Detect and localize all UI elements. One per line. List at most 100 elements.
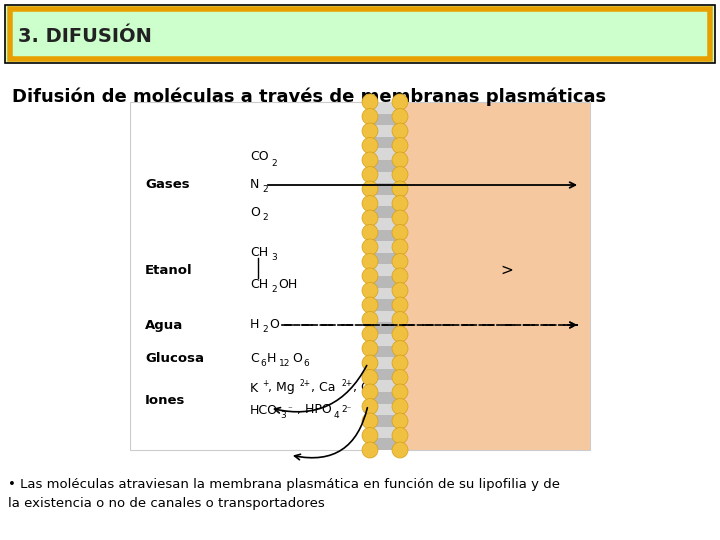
- Bar: [370, 206, 400, 218]
- Text: OH: OH: [278, 279, 297, 292]
- Bar: [370, 276, 400, 288]
- FancyBboxPatch shape: [130, 102, 370, 450]
- Circle shape: [362, 413, 378, 429]
- Bar: [370, 265, 400, 276]
- Circle shape: [362, 312, 378, 327]
- Circle shape: [362, 282, 378, 299]
- Circle shape: [362, 384, 378, 400]
- Bar: [370, 172, 400, 183]
- Bar: [370, 288, 400, 299]
- Circle shape: [362, 297, 378, 313]
- Circle shape: [362, 268, 378, 284]
- Circle shape: [362, 399, 378, 415]
- Circle shape: [392, 268, 408, 284]
- Circle shape: [362, 166, 378, 183]
- Text: Difusión de moléculas a través de membranas plasmáticas: Difusión de moléculas a través de membra…: [12, 88, 606, 106]
- Bar: [370, 380, 400, 392]
- Circle shape: [392, 166, 408, 183]
- Circle shape: [392, 152, 408, 168]
- Circle shape: [362, 239, 378, 255]
- Text: 2: 2: [271, 286, 276, 294]
- Circle shape: [392, 94, 408, 110]
- Bar: [370, 218, 400, 230]
- Text: 2: 2: [262, 213, 268, 222]
- Bar: [370, 230, 400, 241]
- Text: 12: 12: [279, 359, 290, 368]
- Circle shape: [362, 181, 378, 197]
- Circle shape: [392, 428, 408, 443]
- Text: H: H: [250, 319, 259, 332]
- Circle shape: [392, 195, 408, 212]
- Circle shape: [392, 123, 408, 139]
- Circle shape: [392, 253, 408, 269]
- Text: O: O: [269, 319, 279, 332]
- Bar: [370, 102, 400, 113]
- Circle shape: [392, 282, 408, 299]
- Text: 6: 6: [260, 359, 266, 368]
- Circle shape: [392, 109, 408, 125]
- Circle shape: [362, 369, 378, 386]
- Circle shape: [362, 428, 378, 443]
- Bar: [370, 241, 400, 253]
- FancyBboxPatch shape: [10, 9, 710, 59]
- Bar: [370, 334, 400, 346]
- FancyBboxPatch shape: [400, 102, 590, 450]
- Circle shape: [392, 138, 408, 153]
- Text: 2+: 2+: [300, 379, 311, 388]
- Circle shape: [392, 326, 408, 342]
- Circle shape: [362, 123, 378, 139]
- Text: , Mg: , Mg: [268, 381, 294, 395]
- Text: Glucosa: Glucosa: [145, 352, 204, 365]
- Text: 3. DIFUSIÓN: 3. DIFUSIÓN: [18, 26, 152, 45]
- Bar: [370, 311, 400, 322]
- Text: la existencia o no de canales o transportadores: la existencia o no de canales o transpor…: [8, 497, 325, 510]
- Circle shape: [362, 341, 378, 356]
- Circle shape: [392, 312, 408, 327]
- Circle shape: [362, 195, 378, 212]
- Text: 2⁻: 2⁻: [341, 406, 351, 415]
- Bar: [370, 346, 400, 357]
- Text: ⁻: ⁻: [287, 406, 292, 415]
- Circle shape: [362, 109, 378, 125]
- Text: 2: 2: [262, 186, 268, 194]
- Text: 2: 2: [262, 326, 268, 334]
- Text: C: C: [250, 352, 258, 365]
- Circle shape: [392, 384, 408, 400]
- Circle shape: [392, 369, 408, 386]
- Circle shape: [392, 225, 408, 240]
- Bar: [370, 357, 400, 369]
- Bar: [370, 113, 400, 125]
- Bar: [370, 183, 400, 195]
- Circle shape: [362, 225, 378, 240]
- Text: -: -: [374, 379, 377, 388]
- Circle shape: [392, 355, 408, 371]
- Bar: [370, 148, 400, 160]
- Text: Gases: Gases: [145, 179, 189, 192]
- Bar: [370, 160, 400, 172]
- Text: 3: 3: [280, 410, 286, 420]
- Text: HCO: HCO: [250, 403, 278, 416]
- Bar: [370, 322, 400, 334]
- Text: , HPO: , HPO: [297, 403, 332, 416]
- Text: 4: 4: [334, 410, 340, 420]
- Bar: [370, 253, 400, 265]
- Circle shape: [392, 399, 408, 415]
- Text: >: >: [500, 262, 513, 278]
- Text: 2: 2: [271, 159, 276, 167]
- Text: K: K: [250, 381, 258, 395]
- Text: , Ca: , Ca: [311, 381, 336, 395]
- Text: • Las moléculas atraviesan la membrana plasmática en función de su lipofilia y d: • Las moléculas atraviesan la membrana p…: [8, 478, 560, 491]
- Bar: [370, 369, 400, 380]
- Bar: [370, 125, 400, 137]
- Bar: [370, 392, 400, 403]
- Circle shape: [362, 355, 378, 371]
- Text: , Cl: , Cl: [353, 381, 373, 395]
- Text: CH: CH: [250, 246, 268, 259]
- Text: Iones: Iones: [145, 394, 185, 407]
- Circle shape: [362, 253, 378, 269]
- Text: O: O: [292, 352, 302, 365]
- Bar: [370, 403, 400, 415]
- Text: +: +: [262, 379, 269, 388]
- Text: N: N: [250, 179, 259, 192]
- Circle shape: [362, 326, 378, 342]
